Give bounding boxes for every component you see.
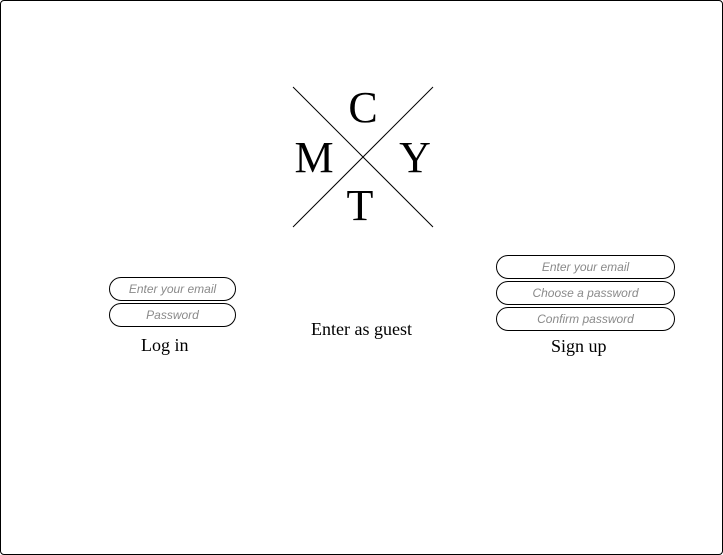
signup-email-field[interactable] bbox=[496, 255, 675, 279]
logo-letter-right: Y bbox=[399, 133, 431, 182]
cmyt-logo: C M Y T bbox=[292, 86, 434, 228]
login-email-field[interactable] bbox=[109, 277, 236, 301]
logo-letter-top: C bbox=[348, 83, 378, 132]
login-button[interactable]: Log in bbox=[141, 335, 189, 355]
signup-confirm-password-field[interactable] bbox=[496, 307, 675, 331]
logo-cross-lines bbox=[292, 86, 434, 228]
logo-letter-bottom: T bbox=[346, 181, 374, 230]
logo-letter-left: M bbox=[294, 133, 334, 182]
login-password-field[interactable] bbox=[109, 303, 236, 327]
enter-as-guest-button[interactable]: Enter as guest bbox=[311, 319, 412, 339]
signup-password-field[interactable] bbox=[496, 281, 675, 305]
signup-button[interactable]: Sign up bbox=[551, 336, 607, 356]
